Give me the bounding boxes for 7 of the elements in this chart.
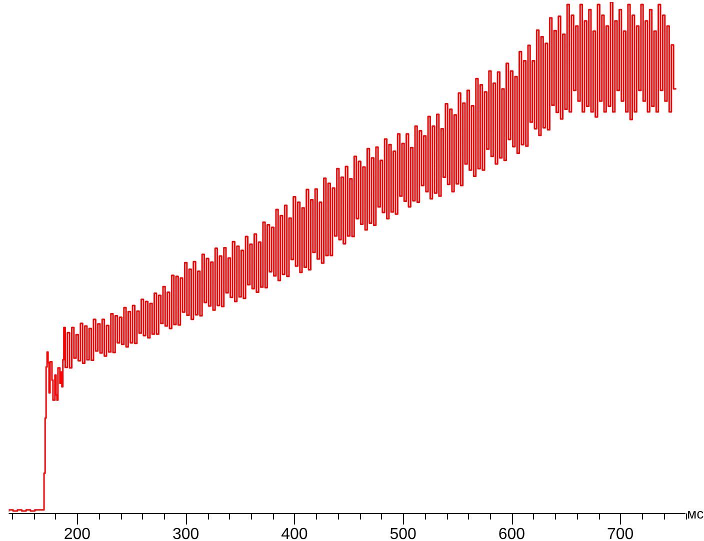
x-tick-label: 600 [498,526,526,541]
x-tick-label: 200 [64,526,91,541]
x-tick-label: 700 [606,526,634,541]
x-tick-label: 300 [172,526,200,541]
x-tick-label: 500 [390,526,417,541]
x-tick-label: 400 [281,526,308,541]
x-axis-title: мс [687,505,704,522]
